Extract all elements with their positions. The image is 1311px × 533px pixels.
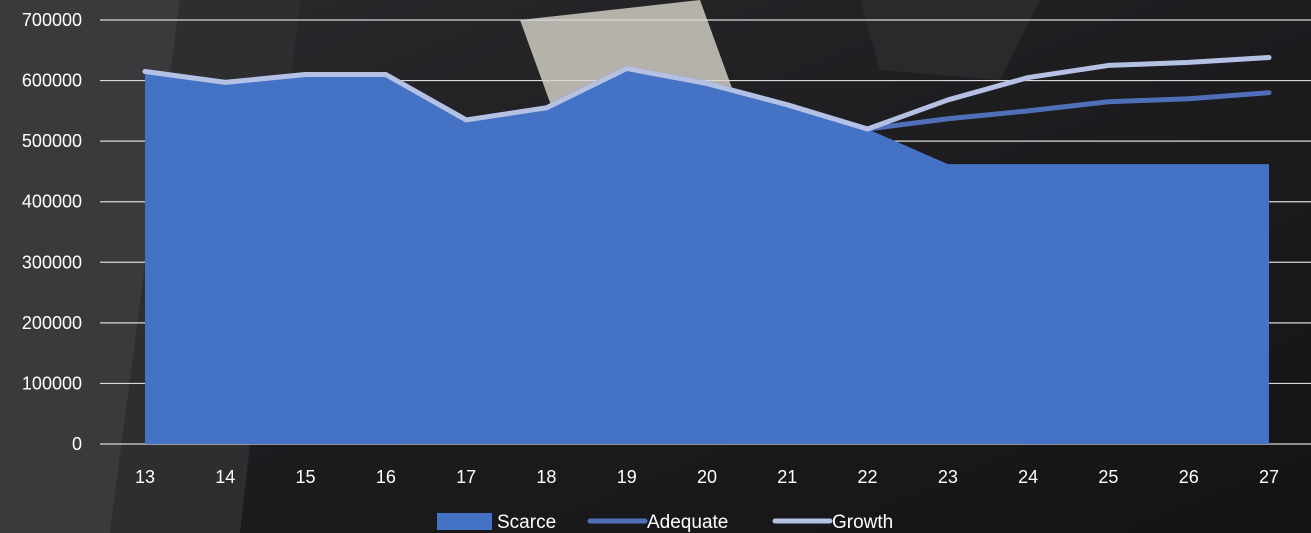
x-tick-label: 23 [938, 467, 958, 487]
legend-item-growth: Growth [772, 512, 893, 533]
x-tick-label: 13 [135, 467, 155, 487]
legend-swatch [437, 513, 492, 530]
x-tick-label: 22 [858, 467, 878, 487]
x-tick-label: 18 [536, 467, 556, 487]
y-tick-label: 700000 [22, 10, 82, 30]
x-tick-label: 17 [456, 467, 476, 487]
legend-item-scarce: Scarce [437, 512, 556, 533]
x-axis-tick-labels: 13 14 15 16 17 18 19 20 21 22 23 24 25 26 27 [135, 467, 1279, 487]
x-tick-label: 15 [296, 467, 316, 487]
legend-item-adequate: Adequate [587, 512, 728, 533]
x-tick-label: 20 [697, 467, 717, 487]
x-tick-label: 14 [215, 467, 235, 487]
y-tick-label: 400000 [22, 192, 82, 212]
y-tick-label: 600000 [22, 71, 82, 91]
y-tick-label: 300000 [22, 252, 82, 272]
series-area-scarce [145, 68, 1269, 444]
legend-label: Adequate [647, 512, 728, 533]
y-tick-label: 100000 [22, 373, 82, 393]
plot-area [142, 55, 1272, 444]
legend: Scarce Adequate Growth [437, 512, 893, 533]
y-tick-label: 0 [72, 434, 82, 454]
x-tick-label: 19 [617, 467, 637, 487]
x-tick-label: 27 [1259, 467, 1279, 487]
series-line-growth [142, 55, 1272, 132]
x-tick-label: 16 [376, 467, 396, 487]
x-tick-label: 26 [1179, 467, 1199, 487]
legend-label: Scarce [497, 512, 556, 533]
x-tick-label: 21 [777, 467, 797, 487]
x-tick-label: 25 [1098, 467, 1118, 487]
y-axis-tick-labels: 0 100000 200000 300000 400000 500000 600000 700… [22, 10, 82, 454]
legend-label: Growth [832, 512, 893, 533]
y-tick-label: 200000 [22, 313, 82, 333]
y-tick-label: 500000 [22, 131, 82, 151]
x-tick-label: 24 [1018, 467, 1038, 487]
